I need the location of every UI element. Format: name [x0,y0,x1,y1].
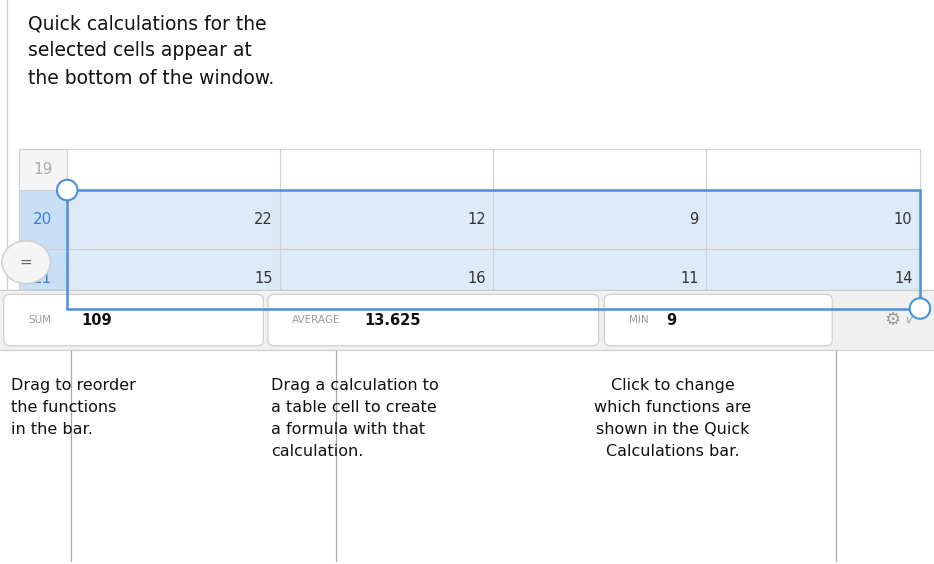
Text: SUM: SUM [28,315,51,325]
Text: 10: 10 [894,212,913,227]
Bar [0,290,934,350]
Bar [67,190,920,309]
Text: 109: 109 [81,312,112,328]
Text: 21: 21 [34,271,52,287]
Bar [67,149,920,190]
Text: 9: 9 [666,312,676,328]
Text: 13.625: 13.625 [364,312,420,328]
Text: 20: 20 [34,212,52,227]
Text: 9: 9 [689,212,699,227]
Text: 12: 12 [467,212,486,227]
Text: ⚙: ⚙ [884,311,900,329]
Text: v: v [905,315,913,325]
Text: AVERAGE: AVERAGE [292,315,341,325]
Text: 19: 19 [34,162,52,177]
Bar [19,149,67,190]
Text: 22: 22 [254,212,273,227]
Text: 14: 14 [894,271,913,287]
FancyBboxPatch shape [4,294,263,346]
Bar [67,190,920,249]
Bar [67,249,920,309]
Text: 11: 11 [680,271,699,287]
FancyBboxPatch shape [268,294,599,346]
Text: 15: 15 [254,271,273,287]
Text: MIN: MIN [629,315,648,325]
FancyBboxPatch shape [604,294,832,346]
Text: Quick calculations for the
selected cells appear at
the bottom of the window.: Quick calculations for the selected cell… [28,14,275,87]
Bar [19,249,67,309]
Bar [19,190,67,249]
Text: =: = [20,255,33,270]
Text: Drag a calculation to
a table cell to create
a formula with that
calculation.: Drag a calculation to a table cell to cr… [271,378,439,460]
Text: Drag to reorder
the functions
in the bar.: Drag to reorder the functions in the bar… [11,378,136,437]
Ellipse shape [910,298,930,319]
Ellipse shape [2,241,50,284]
Ellipse shape [57,180,78,200]
Text: Click to change
which functions are
shown in the Quick
Calculations bar.: Click to change which functions are show… [594,378,751,460]
Text: 16: 16 [467,271,486,287]
